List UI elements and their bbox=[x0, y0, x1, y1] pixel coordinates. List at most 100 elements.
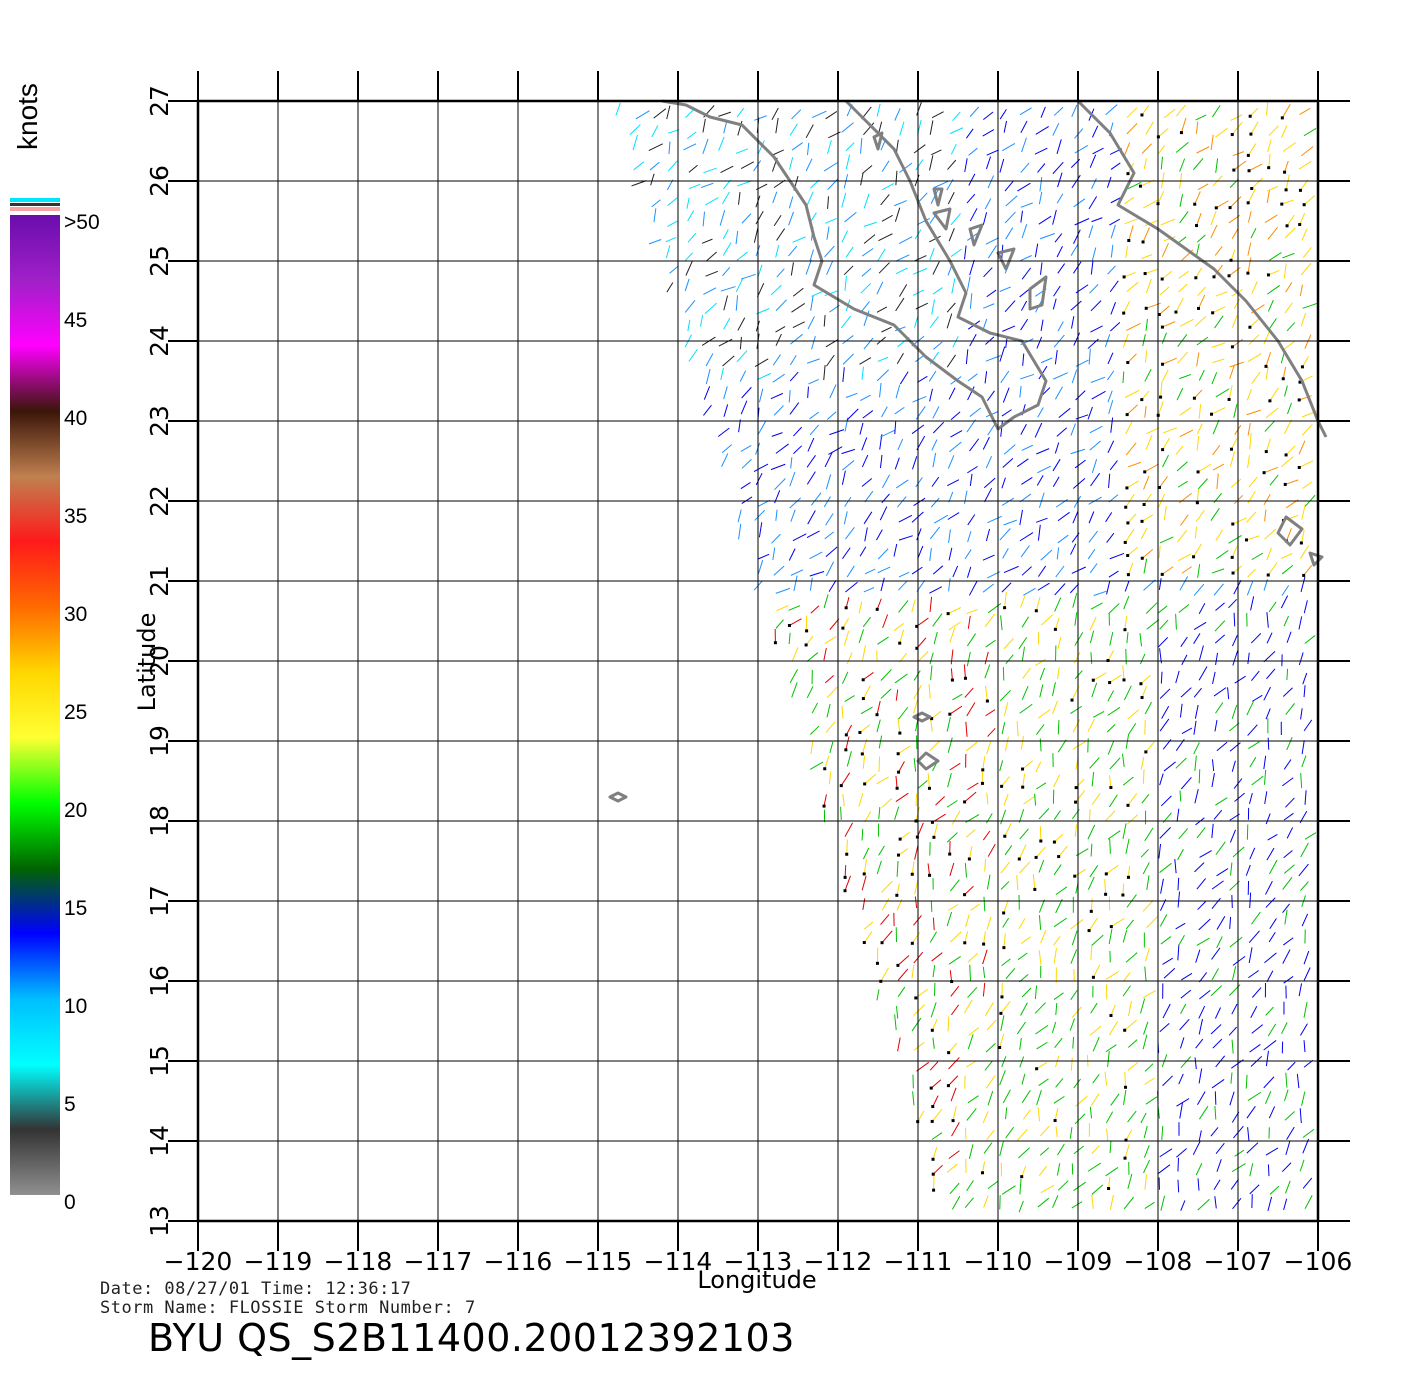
wind-vector bbox=[1017, 182, 1031, 192]
rain-flag-marker bbox=[1123, 540, 1127, 544]
wind-vector bbox=[987, 603, 1002, 614]
wind-vector bbox=[775, 619, 784, 629]
rain-flag-marker bbox=[1264, 450, 1268, 454]
wind-vector bbox=[1246, 389, 1252, 401]
wind-vector bbox=[736, 107, 745, 118]
wind-vector bbox=[1162, 1003, 1171, 1019]
wind-vector bbox=[1300, 708, 1303, 720]
wind-vector bbox=[985, 1042, 996, 1053]
wind-vector bbox=[880, 429, 895, 438]
wind-vector bbox=[845, 142, 855, 152]
wind-vector bbox=[1071, 930, 1078, 946]
wind-vector bbox=[824, 531, 835, 540]
rain-flag-marker bbox=[1053, 1118, 1057, 1122]
wind-vector bbox=[863, 587, 875, 593]
wind-vector bbox=[1160, 671, 1163, 684]
wind-vector bbox=[1298, 652, 1304, 666]
wind-vector bbox=[1175, 613, 1177, 630]
rain-flag-marker bbox=[1210, 412, 1214, 416]
wind-vector bbox=[1110, 244, 1114, 258]
wind-vector bbox=[1088, 917, 1099, 931]
wind-vector bbox=[824, 636, 837, 645]
wind-vector bbox=[1283, 812, 1294, 821]
wind-vector bbox=[881, 326, 892, 333]
wind-vector bbox=[1072, 478, 1086, 489]
wind-vector-field bbox=[615, 102, 1318, 1213]
wind-vector bbox=[1035, 517, 1048, 523]
wind-vector bbox=[722, 242, 732, 256]
rain-flag-marker bbox=[1144, 306, 1148, 310]
wind-vector bbox=[982, 129, 995, 137]
wind-vector bbox=[1198, 918, 1211, 931]
wind-vector bbox=[1001, 477, 1006, 489]
wind-vector bbox=[1121, 753, 1125, 768]
rain-flag-marker bbox=[1160, 277, 1164, 281]
wind-vector bbox=[950, 213, 961, 226]
wind-vector bbox=[1231, 121, 1243, 135]
wind-vector bbox=[629, 124, 641, 136]
wind-vector bbox=[1071, 566, 1086, 574]
wind-vector bbox=[1229, 451, 1236, 467]
wind-vector bbox=[879, 506, 888, 521]
wind-vector bbox=[1283, 1198, 1288, 1211]
wind-vector bbox=[911, 566, 923, 575]
wind-vector bbox=[1249, 892, 1252, 909]
wind-vector bbox=[1037, 465, 1051, 474]
wind-vector bbox=[722, 191, 730, 205]
wind-vector bbox=[929, 155, 934, 171]
colorbar-tick-label: 5 bbox=[64, 1093, 76, 1116]
wind-vector bbox=[809, 725, 820, 735]
wind-vector bbox=[1123, 595, 1130, 610]
wind-vector bbox=[899, 121, 905, 136]
rain-flag-marker bbox=[1140, 398, 1144, 402]
rain-flag-marker bbox=[861, 697, 865, 701]
wind-vector bbox=[688, 164, 698, 173]
wind-vector bbox=[929, 316, 939, 329]
wind-vector bbox=[1198, 1068, 1203, 1084]
wind-vector bbox=[859, 357, 872, 365]
wind-vector bbox=[987, 1180, 999, 1190]
wind-vector bbox=[1248, 334, 1260, 345]
wind-vector bbox=[897, 580, 908, 591]
wind-vector bbox=[963, 664, 966, 679]
wind-vector bbox=[982, 1161, 986, 1173]
rain-flag-marker bbox=[1124, 1085, 1128, 1089]
wind-vector bbox=[1108, 928, 1113, 945]
wind-vector bbox=[1229, 916, 1232, 929]
wind-vector bbox=[1141, 104, 1150, 116]
wind-vector bbox=[861, 875, 867, 891]
wind-vector bbox=[1198, 294, 1206, 309]
wind-vector bbox=[1004, 1107, 1008, 1120]
wind-vector bbox=[1175, 757, 1187, 769]
wind-vector bbox=[1304, 832, 1317, 840]
wind-vector bbox=[1073, 332, 1081, 346]
lon-tick-label: −112 bbox=[804, 1247, 873, 1276]
wind-vector bbox=[1125, 246, 1128, 259]
wind-vector bbox=[1109, 280, 1119, 293]
wind-vector bbox=[1249, 433, 1252, 450]
wind-vector bbox=[1040, 319, 1044, 331]
wind-vector bbox=[1020, 936, 1031, 944]
wind-vector bbox=[1125, 442, 1137, 456]
wind-vector bbox=[826, 260, 834, 275]
wind-vector bbox=[772, 373, 785, 383]
wind-vector bbox=[825, 474, 832, 490]
wind-vector bbox=[807, 316, 815, 330]
lon-tick-label: −111 bbox=[884, 1247, 953, 1276]
wind-vector bbox=[1263, 493, 1271, 506]
wind-vector bbox=[1016, 875, 1019, 891]
rain-flag-marker bbox=[1285, 224, 1289, 228]
rain-flag-marker bbox=[1087, 929, 1091, 933]
wind-vector bbox=[1070, 300, 1082, 311]
wind-vector bbox=[951, 1004, 960, 1016]
wind-vector bbox=[1264, 791, 1268, 805]
wind-vector bbox=[896, 352, 904, 365]
wind-vector bbox=[1073, 1078, 1081, 1089]
rain-flag-marker bbox=[1053, 627, 1057, 631]
wind-vector bbox=[1107, 830, 1121, 840]
island-outline bbox=[932, 207, 952, 231]
wind-vector bbox=[1250, 1006, 1258, 1019]
rain-flag-marker bbox=[1123, 628, 1127, 632]
wind-vector bbox=[876, 598, 882, 610]
wind-vector bbox=[913, 1041, 925, 1051]
